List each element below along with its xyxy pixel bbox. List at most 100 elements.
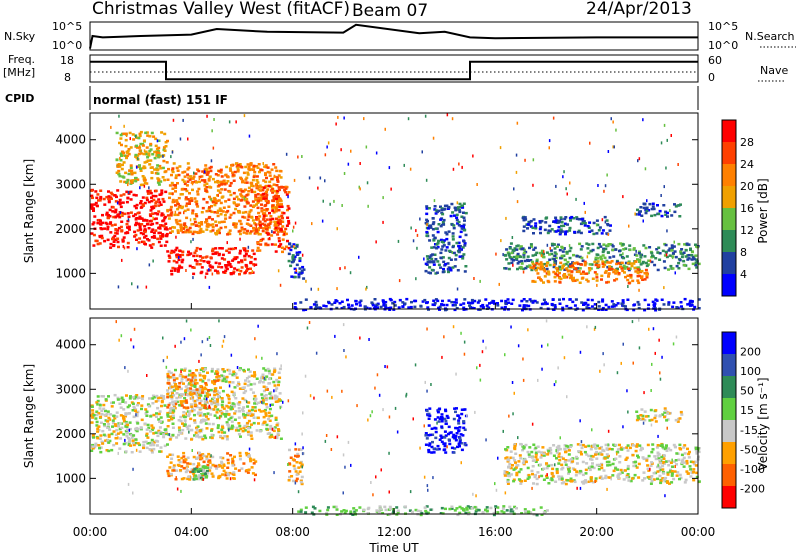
heatmap-cell xyxy=(160,214,164,217)
heatmap-cell xyxy=(224,225,228,229)
heatmap-cell xyxy=(141,144,145,147)
heatmap-cell xyxy=(160,400,164,404)
heatmap-cell xyxy=(152,432,156,435)
heatmap-cell xyxy=(552,257,556,261)
heatmap-cell xyxy=(233,267,237,270)
heatmap-cell xyxy=(443,417,447,421)
heatmap-cell xyxy=(256,218,260,221)
heatmap-cell xyxy=(139,167,142,170)
heatmap-cell xyxy=(277,174,281,177)
heatmap-cell xyxy=(556,243,560,246)
heatmap-cell xyxy=(248,168,252,172)
heatmap-cell xyxy=(666,138,668,142)
heatmap-cell xyxy=(584,210,586,214)
heatmap-cell xyxy=(460,227,464,230)
heatmap-cell xyxy=(94,442,98,446)
heatmap-cell xyxy=(266,367,270,371)
heatmap-cell xyxy=(250,423,253,426)
heatmap-cell xyxy=(147,227,151,230)
heatmap-cell xyxy=(156,149,160,153)
heatmap-cell xyxy=(460,412,464,416)
heatmap-cell xyxy=(139,145,141,149)
heatmap-cell xyxy=(182,400,186,403)
heatmap-cell xyxy=(537,450,541,454)
heatmap-cell xyxy=(444,422,448,425)
heatmap-cell xyxy=(194,249,198,252)
heatmap-cell xyxy=(672,301,676,304)
heatmap-cell xyxy=(257,401,261,404)
heatmap-cell xyxy=(151,194,155,198)
heatmap-cell xyxy=(634,270,638,273)
nsky-trace xyxy=(89,23,698,49)
heatmap-cell xyxy=(607,232,609,236)
heatmap-cell xyxy=(171,266,175,270)
heatmap-cell xyxy=(581,308,585,312)
heatmap-cell xyxy=(226,180,230,183)
heatmap-cell xyxy=(231,381,235,384)
heatmap-cell xyxy=(147,200,151,204)
heatmap-cell xyxy=(163,244,167,247)
heatmap-cell xyxy=(172,389,176,392)
heatmap-cell xyxy=(265,423,269,427)
heatmap-cell xyxy=(637,251,641,255)
heatmap-cell xyxy=(508,474,512,478)
heatmap-cell xyxy=(179,469,183,472)
heatmap-cell xyxy=(522,253,526,256)
heatmap-cell xyxy=(170,397,174,400)
heatmap-cell xyxy=(137,241,141,244)
heatmap-cell xyxy=(578,281,582,284)
heatmap-cell xyxy=(528,446,532,449)
heatmap-cell xyxy=(185,389,189,392)
heatmap-cell xyxy=(597,468,601,471)
heatmap-cell xyxy=(221,473,225,476)
heatmap-cell xyxy=(206,466,210,470)
heatmap-cell xyxy=(664,210,668,214)
heatmap-cell xyxy=(228,372,232,375)
heatmap-cell xyxy=(558,298,561,301)
heatmap-cell xyxy=(232,372,236,375)
heatmap-cell xyxy=(155,221,159,225)
heatmap-cell xyxy=(663,462,667,465)
heatmap-cell xyxy=(427,227,430,230)
heatmap-cell xyxy=(286,239,289,243)
heatmap-cell xyxy=(595,219,599,222)
heatmap-cell xyxy=(117,245,120,249)
heatmap-cell xyxy=(434,258,438,261)
heatmap-cell xyxy=(152,413,156,417)
heatmap-cell xyxy=(204,221,208,224)
heatmap-cell xyxy=(456,445,459,449)
heatmap-cell xyxy=(321,219,324,223)
heatmap-cell xyxy=(263,223,267,226)
heatmap-cell xyxy=(277,237,281,240)
heatmap-cell xyxy=(198,229,202,233)
heatmap-cell xyxy=(136,247,138,251)
heatmap-cell xyxy=(560,477,564,480)
heatmap-cell xyxy=(257,199,261,203)
heatmap-cell xyxy=(687,243,691,246)
heatmap-cell xyxy=(569,276,573,279)
heatmap-cell xyxy=(338,302,342,305)
heatmap-cell xyxy=(192,455,196,459)
heatmap-cell xyxy=(611,474,615,477)
heatmap-cell xyxy=(531,279,535,283)
heatmap-cell xyxy=(192,462,196,466)
heatmap-cell xyxy=(108,208,112,212)
heatmap-cell xyxy=(174,368,177,372)
heatmap-cell xyxy=(505,248,509,251)
heatmap-cell xyxy=(597,264,601,267)
heatmap-cell xyxy=(605,219,609,222)
heatmap-cell xyxy=(549,449,553,452)
heatmap-cell xyxy=(257,163,261,166)
heatmap-cell xyxy=(571,460,575,463)
heatmap-cell xyxy=(245,194,249,197)
heatmap-cell xyxy=(193,470,197,473)
heatmap-cell xyxy=(566,446,570,450)
heatmap-cell xyxy=(190,409,194,413)
heatmap-cell xyxy=(206,371,209,374)
heatmap-cell xyxy=(618,455,622,458)
heatmap-cell xyxy=(564,230,568,233)
heatmap-cell xyxy=(212,382,216,386)
heatmap-cell xyxy=(229,181,233,185)
heatmap-cell xyxy=(186,462,190,465)
heatmap-cell xyxy=(425,207,429,210)
